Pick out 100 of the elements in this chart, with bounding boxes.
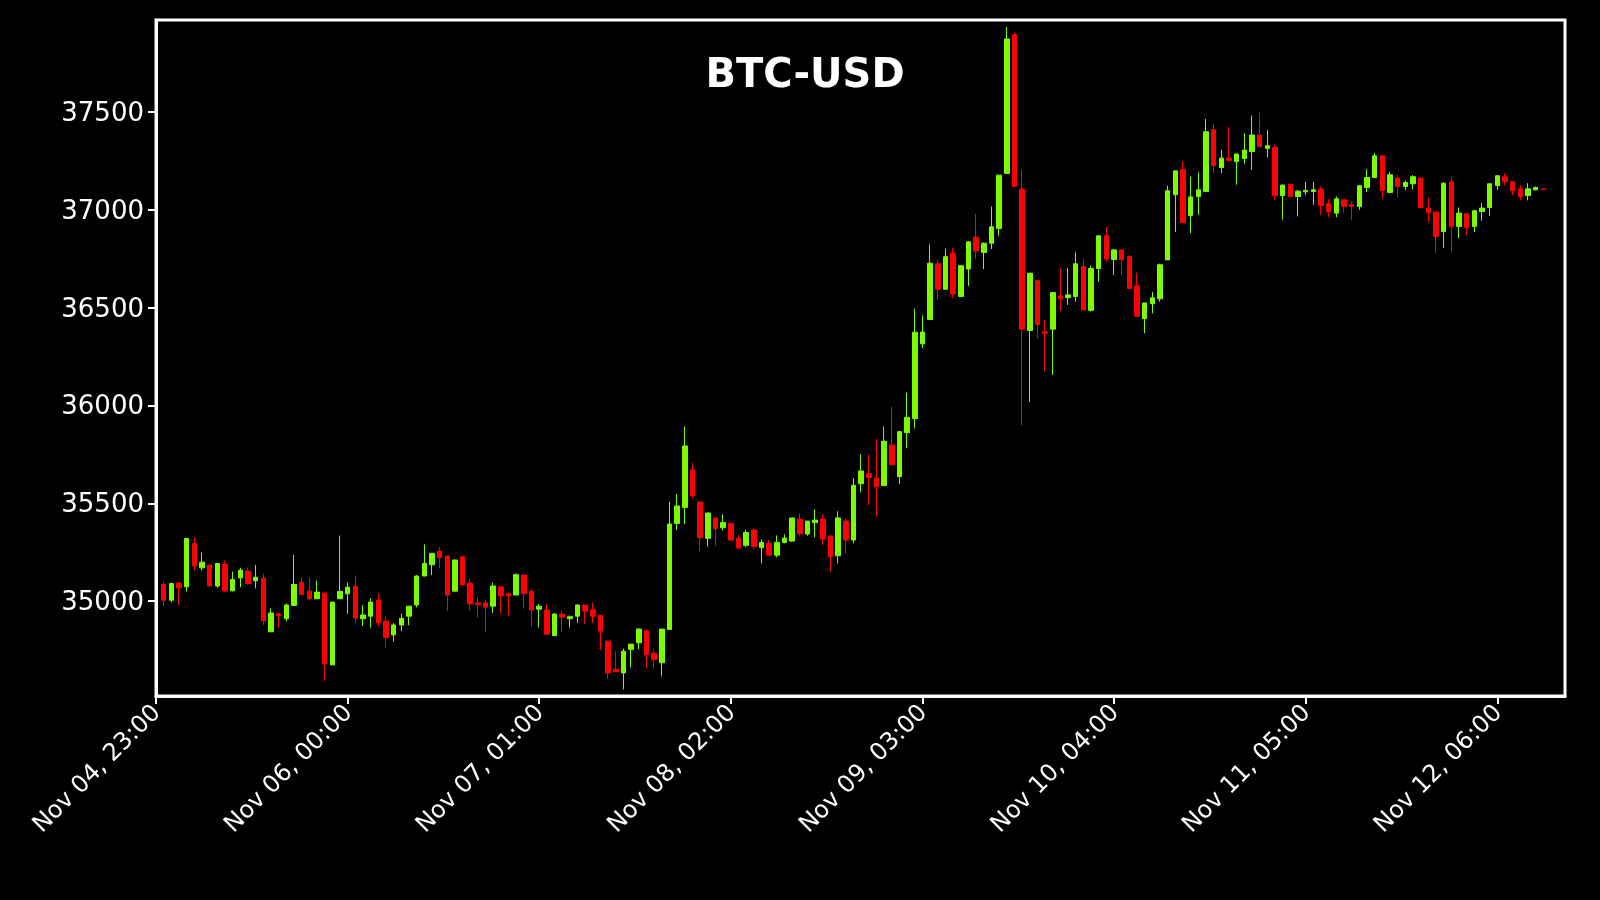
candlestick	[238, 567, 243, 588]
candlestick	[996, 174, 1002, 237]
candlestick	[958, 264, 964, 297]
candlestick	[368, 597, 373, 629]
candlestick	[1088, 265, 1094, 313]
candlestick	[559, 610, 565, 633]
candlestick	[322, 592, 327, 682]
y-tick-label: 36000	[61, 390, 144, 421]
candlestick	[651, 648, 657, 669]
candlestick	[1380, 155, 1385, 199]
candlestick	[904, 392, 910, 449]
candlestick	[828, 535, 833, 573]
candlestick	[498, 585, 504, 614]
candlestick	[920, 314, 925, 349]
candlestick	[1364, 168, 1370, 193]
candlestick	[766, 539, 772, 556]
candlestick	[230, 571, 235, 593]
candlestick	[1357, 185, 1362, 211]
candlestick	[1165, 185, 1170, 261]
candlestick	[843, 517, 849, 554]
candlestick	[192, 537, 197, 572]
candlestick	[467, 577, 473, 611]
candlestick	[613, 650, 619, 673]
y-tick-label: 37000	[61, 194, 144, 225]
candlestick	[950, 247, 956, 299]
candlestick	[575, 603, 580, 624]
candlestick	[1449, 176, 1454, 253]
candlestick	[659, 628, 665, 677]
candlestick	[1104, 226, 1109, 262]
candlestick	[981, 241, 987, 270]
candlestick	[1073, 251, 1078, 303]
candlestick	[1318, 186, 1324, 216]
candlestick	[866, 453, 872, 506]
candlestick	[1134, 272, 1140, 317]
candlestick	[414, 574, 419, 608]
candlestick	[889, 406, 895, 466]
candlestick	[406, 605, 412, 626]
y-tick-label: 36500	[61, 292, 144, 323]
candlestick	[644, 628, 649, 669]
candlestick	[1433, 211, 1439, 254]
candlestick	[1035, 280, 1040, 339]
candlestick	[943, 248, 948, 290]
candlestick	[1334, 195, 1339, 218]
candlestick	[360, 604, 366, 627]
candlestick	[1173, 170, 1178, 233]
candlestick	[912, 308, 918, 429]
candlestick	[1487, 183, 1492, 217]
candlestick	[429, 552, 435, 576]
candlestick	[268, 607, 274, 633]
candlestick	[222, 560, 228, 593]
candlestick	[1464, 213, 1469, 236]
candlestick	[1180, 160, 1186, 224]
candlestick	[460, 555, 465, 586]
candlestick	[307, 576, 312, 602]
candlestick	[858, 453, 864, 493]
candlestick	[1119, 249, 1124, 276]
candlestick	[590, 601, 596, 624]
candlestick	[674, 493, 680, 531]
candlestick	[1196, 171, 1201, 216]
candlestick	[1472, 209, 1477, 233]
candlestick	[1050, 292, 1056, 376]
candlestick	[743, 529, 749, 548]
candlestick	[383, 615, 389, 649]
candlestick	[521, 574, 527, 610]
candlestick	[1288, 183, 1293, 197]
candlestick	[789, 517, 795, 543]
candlestick	[1096, 235, 1101, 283]
candlestick	[682, 426, 688, 525]
candlestick	[1004, 26, 1010, 174]
candlestick	[345, 582, 350, 615]
candlestick	[1203, 118, 1209, 192]
candlestick	[330, 601, 335, 666]
candlestick	[1280, 183, 1285, 221]
candlestick	[1257, 111, 1262, 147]
candlestick	[483, 598, 488, 633]
candlestick	[1372, 152, 1377, 179]
candlestick	[1234, 153, 1239, 186]
candlestick	[1387, 171, 1393, 193]
candlestick	[245, 566, 251, 585]
candlestick	[376, 592, 381, 627]
candlestick	[513, 572, 519, 596]
candlestick	[161, 581, 166, 607]
candlestick	[1403, 179, 1408, 191]
candlestick	[874, 438, 879, 517]
candlestick	[299, 576, 304, 596]
candlestick	[422, 543, 427, 577]
candlestick	[475, 596, 481, 619]
candlestick	[1272, 144, 1278, 201]
candlestick	[1265, 129, 1270, 158]
candlestick	[751, 527, 757, 550]
y-tick-label: 35500	[61, 488, 144, 519]
candlestick	[1211, 123, 1216, 174]
candlestick	[1426, 196, 1431, 223]
candlestick	[973, 213, 979, 260]
candlestick	[705, 511, 711, 548]
candlestick	[291, 554, 297, 606]
text: BTC-USD	[705, 50, 905, 96]
candlestick	[812, 508, 818, 538]
candlestick	[989, 205, 994, 250]
candlestick	[1303, 181, 1308, 196]
